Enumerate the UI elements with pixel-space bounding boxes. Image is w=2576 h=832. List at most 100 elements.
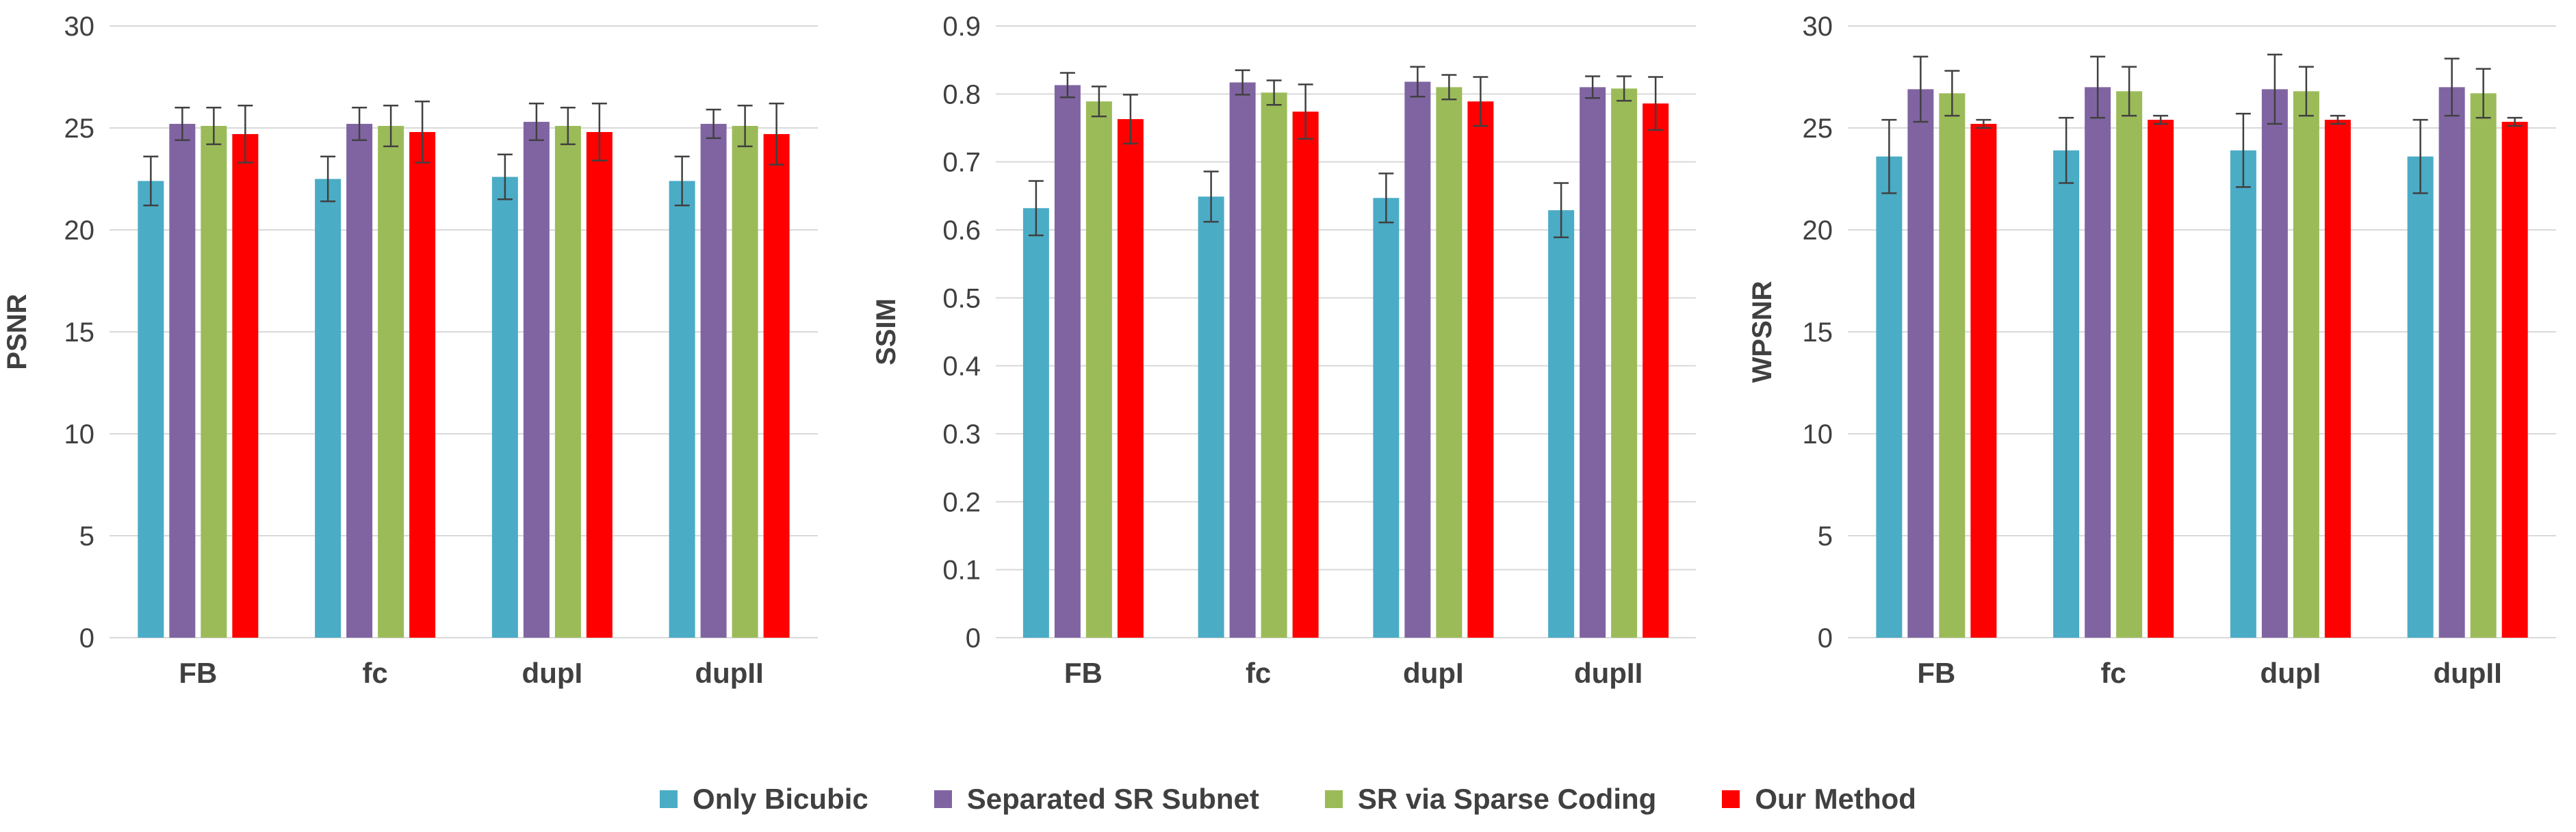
bar-only-bicubic-fb: [138, 181, 164, 638]
x-tick-label-dupi: dupI: [522, 657, 583, 689]
bar-only-bicubic-dupi: [1373, 198, 1400, 638]
bar-only-bicubic-fc: [1198, 196, 1224, 638]
bar-our-method-dupi: [2324, 120, 2351, 638]
legend-label-separated-sr-subnet: Separated SR Subnet: [966, 783, 1259, 815]
y-tick-label: 15: [1803, 317, 1833, 348]
x-tick-label-fc: fc: [1246, 657, 1271, 689]
legend-item-only-bicubic: Only Bicubic: [660, 783, 868, 816]
bar-sr-via-sparse-coding-fb: [201, 126, 227, 638]
bar-separated-sr-subnet-dupi: [2261, 89, 2288, 638]
bar-only-bicubic-dupii: [2407, 156, 2434, 638]
bar-separated-sr-subnet-dupii: [700, 124, 727, 638]
bar-our-method-dupi: [1467, 101, 1494, 638]
psnr-chart: 0 5 10 15 20 25 30 PSNR FB fc dupI dupII: [2, 12, 818, 689]
bar-separated-sr-subnet-fb: [1054, 85, 1081, 638]
y-tick-label: 0: [966, 623, 981, 653]
bar-separated-sr-subnet-dupii: [2438, 87, 2465, 638]
bar-separated-sr-subnet-fb: [169, 124, 196, 638]
legend-label-sr-via-sparse-coding: SR via Sparse Coding: [1357, 783, 1657, 815]
bar-separated-sr-subnet-dupi: [1404, 81, 1431, 638]
bar-only-bicubic-dupii: [669, 181, 695, 638]
bar-only-bicubic-dupi: [2230, 150, 2256, 638]
y-tick-label: 25: [64, 114, 95, 144]
bar-our-method-dupi: [586, 131, 613, 638]
x-tick-label-fb: FB: [179, 657, 217, 689]
bar-our-method-fb: [232, 133, 259, 638]
x-tick-label-fc: fc: [2100, 657, 2126, 689]
legend-item-our-method: Our Method: [1722, 783, 1916, 816]
bar-sr-via-sparse-coding-fb: [1939, 93, 1966, 638]
legend: Only Bicubic Separated SR Subnet SR via …: [0, 779, 2576, 820]
y-tick-label: 0.1: [942, 556, 981, 586]
bar-sr-via-sparse-coding-dupii: [732, 126, 758, 638]
legend-item-separated-sr-subnet: Separated SR Subnet: [933, 783, 1259, 816]
bar-sr-via-sparse-coding-fc: [1261, 92, 1287, 638]
bar-sr-via-sparse-coding-fc: [2116, 91, 2143, 638]
legend-swatch-sr-via-sparse-coding: [1324, 790, 1343, 808]
bar-separated-sr-subnet-fc: [346, 124, 373, 638]
bar-separated-sr-subnet-fc: [2085, 87, 2111, 638]
y-tick-label: 0.3: [942, 419, 981, 450]
bar-only-bicubic-fb: [1022, 208, 1049, 638]
bar-only-bicubic-fc: [2053, 150, 2080, 638]
y-axis-title: WPSNR: [1747, 281, 1777, 382]
y-tick-label: 15: [64, 317, 95, 348]
bar-our-method-dupii: [1643, 103, 1669, 638]
y-tick-label: 0.4: [942, 352, 981, 382]
legend-swatch-our-method: [1722, 790, 1740, 808]
bar-our-method-fc: [1292, 112, 1319, 638]
y-tick-label: 0.5: [942, 283, 981, 313]
x-tick-label-fb: FB: [1917, 657, 1955, 689]
x-tick-label-dupii: dupII: [1574, 657, 1643, 689]
bar-separated-sr-subnet-fc: [1229, 82, 1256, 638]
bar-sr-via-sparse-coding-dupi: [1436, 87, 1463, 638]
y-axis-title: SSIM: [871, 298, 901, 365]
bar-our-method-fb: [1970, 124, 1997, 638]
legend-label-only-bicubic: Only Bicubic: [693, 783, 868, 815]
x-tick-label-fc: fc: [362, 657, 387, 689]
bar-separated-sr-subnet-fb: [1907, 89, 1934, 638]
y-tick-label: 0.7: [942, 148, 981, 178]
x-tick-label-dupii: dupII: [2433, 657, 2501, 689]
bar-our-method-fc: [409, 131, 436, 638]
bar-separated-sr-subnet-dupii: [1580, 87, 1606, 638]
y-tick-label: 20: [1803, 216, 1833, 246]
y-tick-label: 5: [79, 521, 94, 551]
bar-only-bicubic-dupii: [1548, 210, 1575, 638]
bar-only-bicubic-fc: [315, 179, 342, 638]
legend-swatch-separated-sr-subnet: [933, 790, 952, 808]
y-tick-label: 10: [64, 419, 95, 450]
x-tick-label-fb: FB: [1064, 657, 1103, 689]
y-tick-label: 25: [1803, 114, 1833, 144]
legend-swatch-only-bicubic: [660, 790, 678, 808]
bar-only-bicubic-fb: [1876, 156, 1903, 638]
bar-our-method-fb: [1117, 119, 1144, 638]
bar-sr-via-sparse-coding-fc: [378, 126, 404, 638]
y-axis-title: PSNR: [2, 294, 32, 369]
y-tick-label: 30: [1803, 12, 1833, 42]
bar-sr-via-sparse-coding-fb: [1085, 101, 1112, 638]
bar-sr-via-sparse-coding-dupii: [1611, 88, 1638, 638]
x-tick-label-dupi: dupI: [1403, 657, 1464, 689]
x-tick-label-dupi: dupI: [2261, 657, 2321, 689]
y-tick-label: 0.2: [942, 487, 981, 517]
x-tick-label-dupii: dupII: [695, 657, 763, 689]
ssim-chart: 0 0.1 0.2 0.3 0.4 0.5 0.6 0.7 0.8 0.9 SSIM FB fc dupI…: [871, 12, 1696, 689]
bar-sr-via-sparse-coding-dupi: [554, 126, 581, 638]
bar-sr-via-sparse-coding-dupii: [2470, 93, 2497, 638]
wpsnr-chart: 0 5 10 15 20 25 30 WPSNR FB fc dupI dupII: [1747, 12, 2556, 689]
bar-our-method-dupii: [2501, 122, 2528, 638]
y-tick-label: 0.6: [942, 216, 981, 246]
bar-our-method-dupii: [763, 133, 790, 638]
y-tick-label: 20: [64, 216, 95, 246]
bar-our-method-fc: [2148, 120, 2174, 638]
y-tick-label: 0.8: [942, 79, 981, 109]
y-tick-label: 0: [79, 623, 94, 653]
bar-separated-sr-subnet-dupi: [523, 122, 550, 638]
y-tick-label: 30: [64, 12, 95, 42]
legend-label-our-method: Our Method: [1755, 783, 1916, 815]
y-tick-label: 5: [1818, 521, 1833, 551]
bar-only-bicubic-dupi: [491, 177, 518, 638]
y-tick-label: 0: [1818, 623, 1833, 653]
